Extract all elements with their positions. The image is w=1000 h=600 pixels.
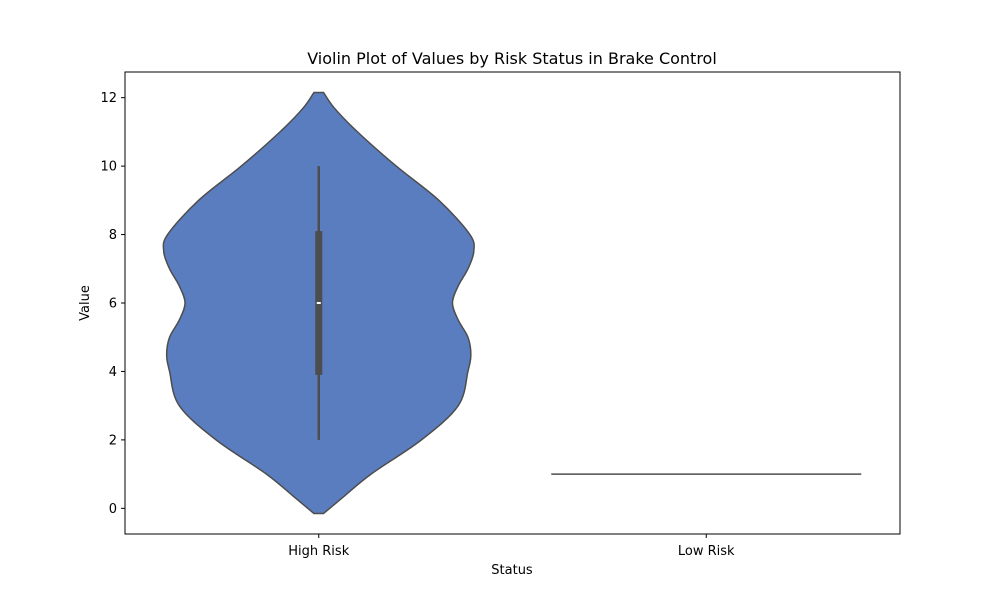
chart-title: Violin Plot of Values by Risk Status in … xyxy=(307,49,717,68)
y-tick-label-5: 10 xyxy=(100,160,117,175)
x-tick-label-1: Low Risk xyxy=(678,544,735,559)
violins-layer xyxy=(162,91,862,515)
y-tick-label-6: 12 xyxy=(100,91,117,106)
x-tick-label-0: High Risk xyxy=(288,544,349,559)
y-tick-label-4: 8 xyxy=(109,228,117,243)
y-tick-label-1: 2 xyxy=(109,433,117,448)
y-axis-label: Value xyxy=(78,285,93,321)
y-tick-label-3: 6 xyxy=(109,297,117,312)
y-tick-label-2: 4 xyxy=(109,365,117,380)
x-axis-label: Status xyxy=(491,563,533,578)
y-axis: 0 2 4 6 8 10 12 xyxy=(100,91,125,517)
x-axis: High Risk Low Risk xyxy=(288,534,735,559)
y-tick-label-0: 0 xyxy=(109,502,117,517)
